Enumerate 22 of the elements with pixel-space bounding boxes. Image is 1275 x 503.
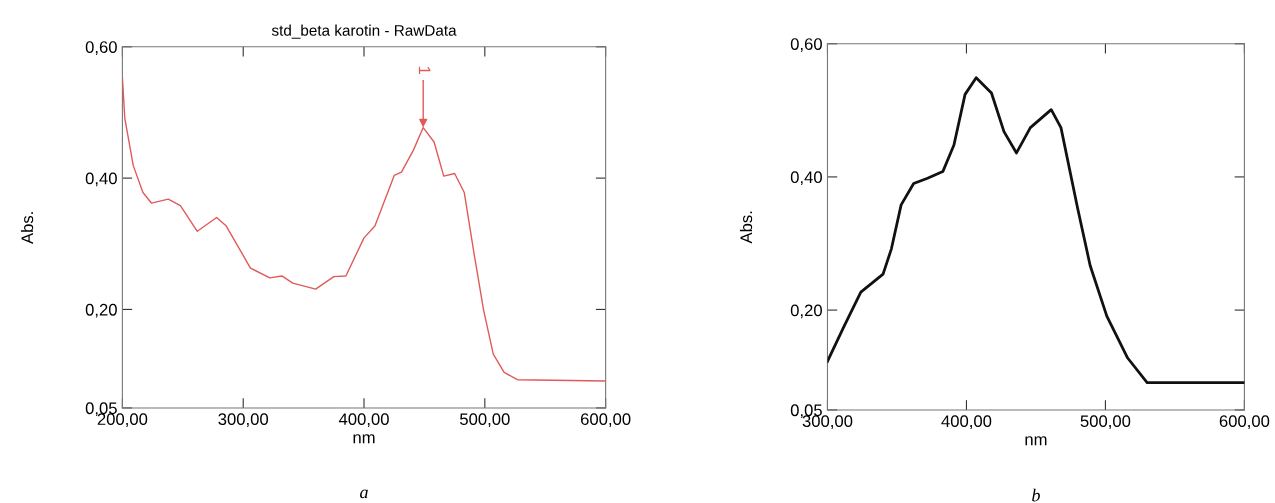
text: a (360, 489, 368, 499)
y-tick-label: 0,40 (790, 171, 822, 186)
x-axis-title: nm (353, 434, 375, 444)
x-tick-label: 500,00 (1080, 415, 1131, 430)
y-tick-label: 0,40 (85, 172, 117, 187)
line-series (827, 76, 1245, 385)
x-tick-label: 400,00 (338, 413, 389, 428)
x-tick-label: 400,00 (941, 415, 992, 430)
y-tick-label: 0,60 (85, 41, 117, 55)
x-tick-label: 500,00 (460, 413, 510, 428)
x-tick-label: 300,00 (218, 413, 269, 428)
y-tick-label: 0,60 (790, 38, 822, 52)
y-tick-label: 0,20 (85, 303, 117, 318)
x-axis-title: nm (1025, 436, 1047, 446)
chart-title: std_beta karotin - RawData (271, 24, 457, 39)
text: b (1032, 488, 1040, 502)
x-tick-label: 600,00 (1219, 415, 1270, 430)
y-tick-label: 0,20 (790, 304, 822, 319)
annotation: 1 (418, 66, 431, 74)
y-axis-title: Abs. (20, 212, 34, 244)
y-axis-title: Abs. (739, 211, 753, 244)
x-tick-label: 600,00 (580, 413, 631, 428)
